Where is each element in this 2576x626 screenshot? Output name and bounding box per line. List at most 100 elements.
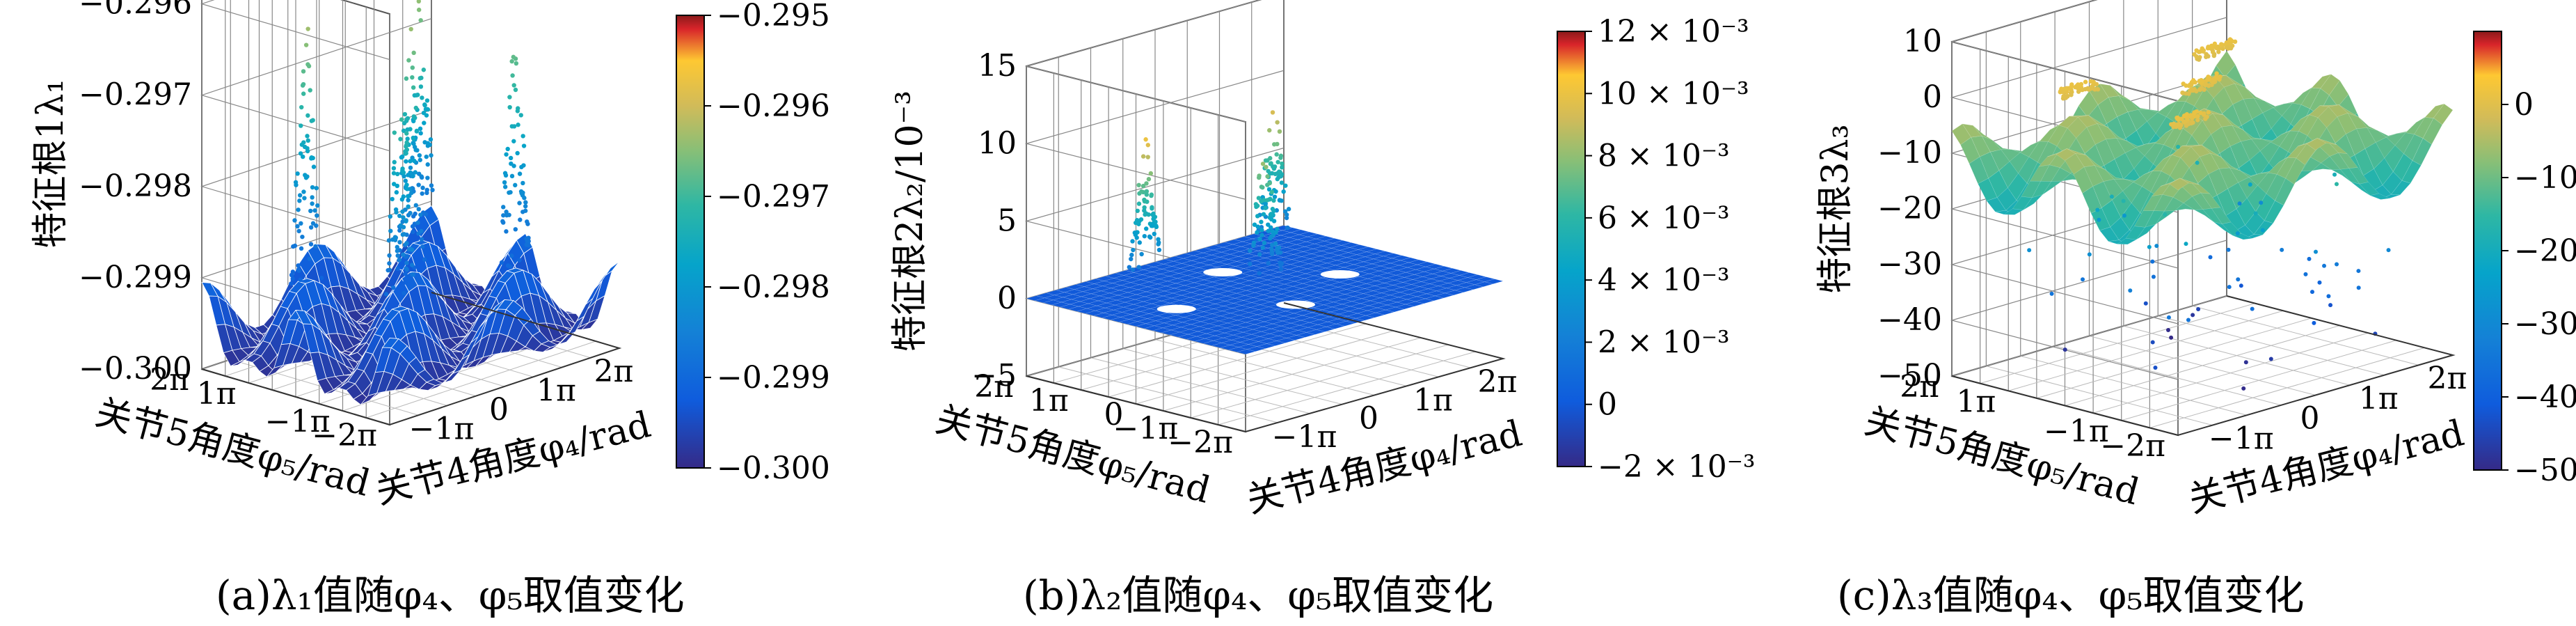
data-point [302, 196, 307, 201]
surface-patch [1154, 318, 1175, 324]
surface-patch [1339, 247, 1359, 253]
surface-patch [2309, 105, 2329, 118]
data-point [1269, 217, 1274, 222]
surface-patch [2076, 127, 2096, 154]
data-point [391, 171, 397, 175]
data-point [315, 213, 319, 218]
surface-patch [1238, 312, 1258, 318]
surface-patch [2412, 138, 2432, 166]
colorbar-tick-label: 0 [2514, 87, 2534, 123]
data-point [305, 113, 310, 118]
surface-patch [2051, 167, 2072, 182]
surface-a [201, 205, 620, 405]
surface-patch [1238, 344, 1258, 350]
data-point [2216, 75, 2220, 80]
z-tick-label: −20 [1877, 191, 1942, 226]
colorbar-a: −0.295 −0.296 −0.297 −0.298 −0.299 −0.300 [676, 0, 830, 486]
data-point [1136, 182, 1141, 188]
surface-patch [2312, 162, 2332, 171]
data-point [412, 158, 417, 164]
surface-patch [1266, 341, 1286, 346]
colorbar-tick-label: −2 × 10⁻³ [1598, 449, 1756, 485]
data-point [511, 139, 516, 143]
floor-edges-c [1951, 295, 2456, 437]
surface-patch [1333, 299, 1353, 305]
data-point [308, 208, 313, 214]
surface-patch [1307, 324, 1327, 330]
surface-patch [2126, 141, 2147, 148]
data-point [408, 170, 413, 175]
surface-patch [1290, 288, 1311, 294]
data-point [1257, 237, 1262, 242]
data-point [1146, 177, 1152, 182]
surface-patch [2223, 83, 2244, 105]
data-point [2198, 110, 2203, 116]
data-point [518, 113, 523, 118]
data-point [310, 195, 315, 200]
surface-patch [2229, 167, 2250, 183]
surface-patch [2112, 190, 2132, 218]
low-points-c [2027, 144, 2391, 391]
data-point [1273, 189, 1278, 194]
data-point [1277, 129, 1282, 134]
surface-patch [2152, 154, 2172, 172]
data-point [2195, 118, 2200, 123]
data-point [313, 244, 318, 249]
data-point [2069, 93, 2074, 97]
surface-patch [1177, 334, 1198, 340]
data-point [404, 219, 408, 224]
data-point [2191, 88, 2195, 93]
data-point [1259, 185, 1264, 189]
data-point [424, 154, 429, 159]
z-axis-label: 特征根2λ₂/10⁻³ [889, 91, 931, 352]
data-point [2243, 360, 2248, 365]
data-point [2303, 272, 2308, 276]
surface-patch [1306, 297, 1326, 303]
data-point [305, 174, 310, 179]
data-point [388, 214, 393, 219]
surface-patch [1141, 272, 1161, 277]
data-point [2210, 45, 2216, 49]
colorbar-tick-label: −0.300 [717, 451, 830, 486]
surface-patch [2273, 102, 2293, 116]
data-point [411, 50, 416, 56]
data-point [1139, 189, 1144, 194]
data-point [2227, 285, 2232, 290]
x-tick-label: 0 [1359, 401, 1378, 437]
surface-patch [1279, 327, 1299, 334]
data-point [308, 88, 312, 93]
data-point [1278, 250, 1283, 255]
data-point [311, 164, 317, 169]
data-point [519, 191, 524, 196]
x-tick-label: 0 [489, 392, 509, 428]
data-point [2169, 335, 2174, 340]
z-tick-label: 0 [1923, 79, 1942, 115]
data-point [1267, 127, 1272, 133]
data-point [1278, 169, 1282, 175]
data-point [297, 193, 303, 198]
surface-patch [1231, 337, 1251, 343]
surface-patch [2199, 152, 2220, 175]
surface-patch [1447, 280, 1468, 285]
surface-patch [1444, 290, 1465, 296]
data-point [2237, 201, 2242, 206]
data-point [507, 190, 511, 195]
data-point [404, 182, 409, 187]
data-point [2060, 89, 2066, 95]
surface-patch [2188, 156, 2209, 184]
surface-patch [2213, 86, 2234, 114]
surface-patch [1059, 304, 1079, 310]
data-point [422, 257, 427, 262]
surface-patch [1114, 302, 1134, 308]
surface-patch [2385, 132, 2406, 146]
colorbar-tick-label: −50 [2514, 453, 2576, 488]
surface-patch [2103, 179, 2123, 201]
data-point [408, 210, 413, 216]
data-point [1136, 201, 1142, 206]
data-point [2109, 194, 2114, 199]
data-point [395, 249, 400, 253]
surface-patch [2120, 203, 2140, 230]
surface-patch [1169, 299, 1189, 306]
data-point [1255, 230, 1259, 235]
z-axis-label: 特征根3λ₃ [1815, 125, 1857, 294]
